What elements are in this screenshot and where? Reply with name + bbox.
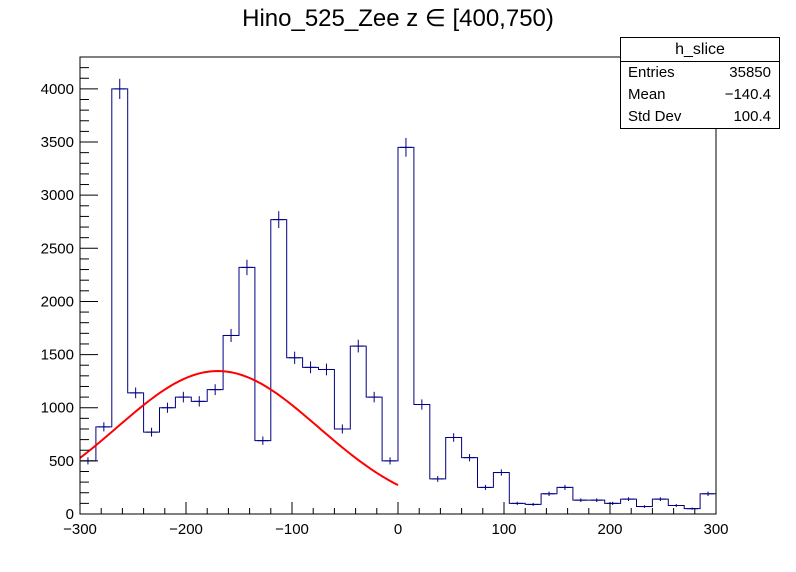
histogram-bin — [511, 501, 524, 505]
histogram-bin — [543, 491, 555, 497]
histogram-bin — [384, 457, 396, 465]
histogram-bin — [336, 424, 349, 434]
stats-row-stddev: Std Dev 100.4 — [621, 106, 779, 128]
x-tick-label: 100 — [491, 521, 516, 538]
histogram-bin — [113, 78, 126, 99]
histogram-bin — [463, 454, 476, 462]
gaussian-fit-curve — [79, 370, 399, 487]
stats-row-entries: Entries 35850 — [621, 62, 779, 84]
x-tick-label: −100 — [275, 521, 309, 538]
y-tick-label: 1500 — [41, 347, 74, 364]
y-tick-label: 4000 — [41, 81, 74, 98]
histogram-bin — [654, 497, 667, 502]
histogram-bin — [559, 484, 571, 490]
stats-value: 35850 — [729, 64, 771, 81]
x-tick-label: 200 — [597, 521, 622, 538]
histogram-bin — [606, 501, 619, 505]
y-tick-label: 500 — [49, 453, 74, 470]
histogram-bin — [288, 351, 301, 364]
histogram-bin — [129, 387, 142, 399]
histogram-bin — [400, 137, 412, 157]
y-tick-label: 2000 — [41, 293, 74, 310]
stats-name: h_slice — [621, 38, 779, 62]
histogram-bin — [479, 484, 492, 490]
y-tick-label: 1000 — [41, 400, 74, 417]
histogram-outline — [79, 88, 717, 514]
histogram-bin — [209, 384, 221, 396]
histogram-bin — [670, 504, 683, 507]
x-tick-label: 0 — [394, 521, 402, 538]
stats-label: Std Dev — [628, 108, 682, 125]
stats-label: Entries — [628, 64, 675, 81]
histogram-bin — [161, 402, 174, 413]
histogram-bin — [622, 497, 635, 502]
stats-box: h_slice Entries 35850 Mean −140.4 Std De… — [620, 37, 780, 129]
histogram-bin — [320, 363, 333, 376]
y-tick-label: 3000 — [41, 187, 74, 204]
stats-row-mean: Mean −140.4 — [621, 84, 779, 106]
y-tick-label: 0 — [66, 506, 74, 523]
stats-label: Mean — [628, 86, 666, 103]
histogram-bin — [702, 491, 714, 497]
chart-title: Hino_525_Zee z ∈ [400,750) — [242, 5, 554, 32]
histogram-bin — [575, 498, 587, 503]
x-tick-label: 300 — [703, 521, 728, 538]
histogram-bin — [368, 391, 380, 403]
histogram-bin — [638, 505, 651, 508]
histogram-bin — [98, 422, 110, 432]
histogram-bin — [431, 476, 444, 482]
histogram-bin — [272, 211, 285, 228]
histogram-bin — [241, 259, 253, 276]
histogram-bin — [304, 361, 317, 374]
stats-value: −140.4 — [724, 86, 771, 103]
histogram-bin — [495, 469, 508, 476]
x-tick-label: −300 — [63, 521, 97, 538]
x-tick-label: −200 — [169, 521, 203, 538]
histogram-bin — [257, 436, 269, 445]
histogram-bin — [527, 502, 539, 506]
y-tick-label: 2500 — [41, 240, 74, 257]
histogram-bin — [352, 339, 365, 353]
y-tick-label: 3500 — [41, 134, 74, 151]
stats-value: 100.4 — [733, 108, 771, 125]
histogram-bin — [590, 498, 603, 503]
histogram-bin — [416, 399, 428, 410]
histogram-bin — [177, 391, 190, 403]
histogram-bin — [447, 433, 460, 442]
histogram-bin — [225, 328, 237, 342]
histogram-bin — [145, 427, 158, 437]
histogram-bin — [686, 507, 698, 510]
histogram-bin — [193, 396, 206, 407]
